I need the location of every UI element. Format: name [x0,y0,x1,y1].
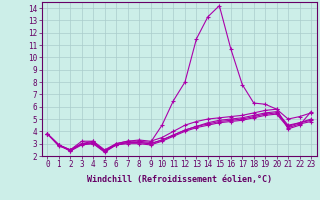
X-axis label: Windchill (Refroidissement éolien,°C): Windchill (Refroidissement éolien,°C) [87,175,272,184]
